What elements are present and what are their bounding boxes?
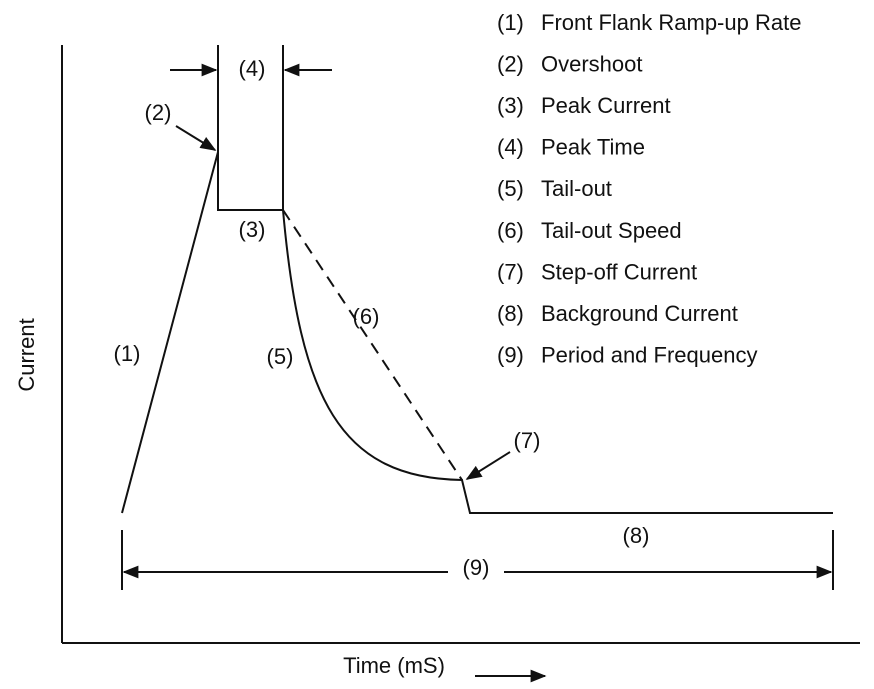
waveform: [121, 151, 833, 514]
legend-number: (1): [497, 10, 524, 35]
legend-number: (2): [497, 51, 524, 76]
x-axis-label: Time (mS): [343, 653, 445, 678]
y-axis-label: Current: [14, 318, 39, 391]
annotation: (8): [623, 523, 650, 548]
legend-number: (7): [497, 259, 524, 284]
annotation: (3): [239, 217, 266, 242]
legend-text: Tail-out: [541, 176, 612, 201]
annotation: (5): [267, 344, 294, 369]
arrow: [175, 125, 217, 151]
annotation: (7): [514, 428, 541, 453]
annotation: (2): [145, 100, 172, 125]
legend-text: Tail-out Speed: [541, 218, 682, 243]
legend-number: (8): [497, 301, 524, 326]
legend-text: Step-off Current: [541, 259, 697, 284]
legend-text: Front Flank Ramp-up Rate: [541, 10, 801, 35]
legend-number: (5): [497, 176, 524, 201]
legend: (1) Front Flank Ramp-up Rate (2) Overshoot (…: [497, 10, 801, 368]
legend-number: (4): [497, 135, 524, 160]
legend-text: Background Current: [541, 301, 738, 326]
annotation: (6): [353, 304, 380, 329]
arrow: [465, 451, 511, 480]
annotation: (1): [114, 341, 141, 366]
legend-number: (9): [497, 343, 524, 368]
legend-text: Peak Time: [541, 135, 645, 160]
tail-out-speed-line: [282, 209, 463, 481]
legend-text: Peak Current: [541, 93, 671, 118]
legend-number: (6): [497, 218, 524, 243]
legend-number: (3): [497, 93, 524, 118]
legend-text: Period and Frequency: [541, 343, 757, 368]
annotation: (4): [239, 56, 266, 81]
annotation: (9): [463, 555, 490, 580]
legend-text: Overshoot: [541, 51, 643, 76]
